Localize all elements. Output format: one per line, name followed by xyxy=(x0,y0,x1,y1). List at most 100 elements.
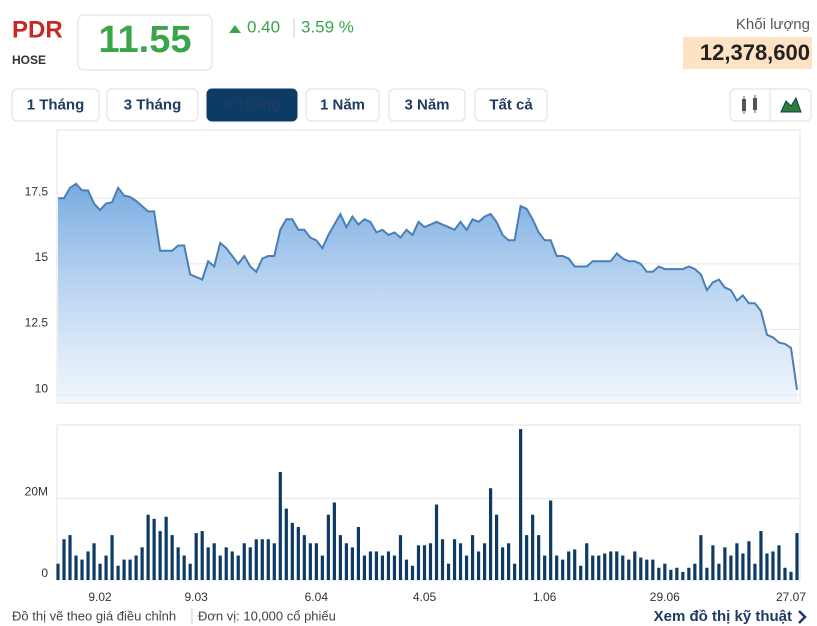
symbol: PDR xyxy=(12,16,63,43)
volume-bar xyxy=(206,547,210,580)
volume-bar xyxy=(573,549,577,580)
volume-bar xyxy=(476,551,481,580)
volume-bar xyxy=(194,533,198,580)
volume-bar xyxy=(434,504,439,580)
volume-bar xyxy=(549,500,553,580)
volume-bar xyxy=(621,555,625,580)
x-tick-label: 9.03 xyxy=(185,590,209,604)
volume-bar xyxy=(693,563,697,580)
volume-bar xyxy=(134,555,138,580)
volume-bar xyxy=(170,535,174,580)
area-icon[interactable] xyxy=(780,96,802,113)
footer-note: Đồ thị vẽ theo giá điều chỉnh xyxy=(12,608,176,623)
volume-bar xyxy=(56,563,60,580)
volume-bar xyxy=(633,551,637,580)
volume-bar xyxy=(392,555,397,580)
price-box xyxy=(77,14,213,71)
period-button[interactable] xyxy=(474,88,548,122)
volume-bar xyxy=(771,551,775,580)
volume-bar xyxy=(308,543,312,580)
volume-bar xyxy=(362,555,367,580)
volume-bar xyxy=(326,514,330,580)
volume-bg xyxy=(683,37,812,69)
y-tick-label: 0 xyxy=(41,566,48,580)
volume-bar xyxy=(777,545,781,580)
volume-bar xyxy=(266,539,270,580)
period-label[interactable]: Tất cả xyxy=(489,96,533,113)
volume-label: Khối lượng xyxy=(736,16,810,33)
volume-bar xyxy=(122,559,126,580)
volume-bar xyxy=(531,514,535,580)
volume-bar xyxy=(410,565,415,580)
volume-bar xyxy=(663,563,667,580)
volume-bar xyxy=(675,567,679,580)
volume-bar xyxy=(356,526,361,580)
volume-bar xyxy=(681,571,685,580)
volume-bar xyxy=(729,555,733,580)
volume-bar xyxy=(272,543,276,580)
y-tick-label: 15 xyxy=(35,250,49,264)
volume-bar xyxy=(338,535,342,580)
volume-bar xyxy=(422,545,427,580)
period-label[interactable]: 3 Tháng xyxy=(124,96,182,113)
period-label[interactable]: 1 Tháng xyxy=(27,96,85,113)
x-tick-label: 27.07 xyxy=(776,590,806,604)
period-label[interactable]: 3 Năm xyxy=(404,96,449,113)
volume-bar xyxy=(615,551,619,580)
volume-bar xyxy=(296,526,300,580)
volume-bar xyxy=(74,555,78,580)
volume-bar xyxy=(603,553,607,580)
volume-bar xyxy=(494,514,499,580)
volume-bar xyxy=(176,547,180,580)
volume-bar xyxy=(525,535,529,580)
period-button[interactable] xyxy=(206,88,298,122)
volume-bar xyxy=(609,551,613,580)
volume-bar xyxy=(80,559,84,580)
change: 0.40 xyxy=(247,17,280,36)
volume-bar xyxy=(200,531,204,580)
volume-bar xyxy=(789,571,793,580)
volume-bar xyxy=(452,539,457,580)
volume-bar xyxy=(302,535,306,580)
period-label[interactable]: 1 Năm xyxy=(320,96,365,113)
volume-bar xyxy=(561,559,565,580)
volume-bar xyxy=(242,543,246,580)
period-label[interactable]: 6 Tháng xyxy=(223,96,281,113)
period-button[interactable] xyxy=(106,88,199,122)
volume-bar xyxy=(218,555,222,580)
volume-bar xyxy=(416,545,421,580)
volume-bar xyxy=(386,551,391,580)
period-button[interactable] xyxy=(305,88,380,122)
technical-link[interactable]: Xem đồ thị kỹ thuật xyxy=(654,608,792,625)
x-tick-label: 29.06 xyxy=(650,590,680,604)
volume-bar xyxy=(110,535,114,580)
volume-bar xyxy=(158,531,162,580)
y-tick-label: 17.5 xyxy=(25,184,49,198)
volume-bar xyxy=(380,555,385,580)
volume-bar xyxy=(753,563,757,580)
plot-frame xyxy=(56,424,801,581)
volume-bar xyxy=(212,543,216,580)
volume-bar xyxy=(627,559,631,580)
volume-bar xyxy=(374,551,379,580)
volume-bar xyxy=(224,547,228,580)
volume-bar xyxy=(645,559,649,580)
volume-bar xyxy=(440,539,445,580)
period-button[interactable] xyxy=(11,88,100,122)
volume-bar xyxy=(591,555,595,580)
x-tick-label: 9.02 xyxy=(88,590,112,604)
volume-bar xyxy=(368,551,373,580)
volume-bar xyxy=(320,555,324,580)
volume-bar xyxy=(284,508,288,580)
volume-bar xyxy=(98,563,102,580)
candle-icon[interactable] xyxy=(742,95,757,114)
period-button[interactable] xyxy=(388,88,466,122)
volume-bar xyxy=(795,533,799,580)
volume: 12,378,600 xyxy=(700,40,810,65)
volume-bar xyxy=(519,429,523,580)
volume-bar xyxy=(152,518,156,580)
volume-bar xyxy=(350,547,354,580)
volume-bar xyxy=(585,543,589,580)
volume-bar xyxy=(236,555,240,580)
